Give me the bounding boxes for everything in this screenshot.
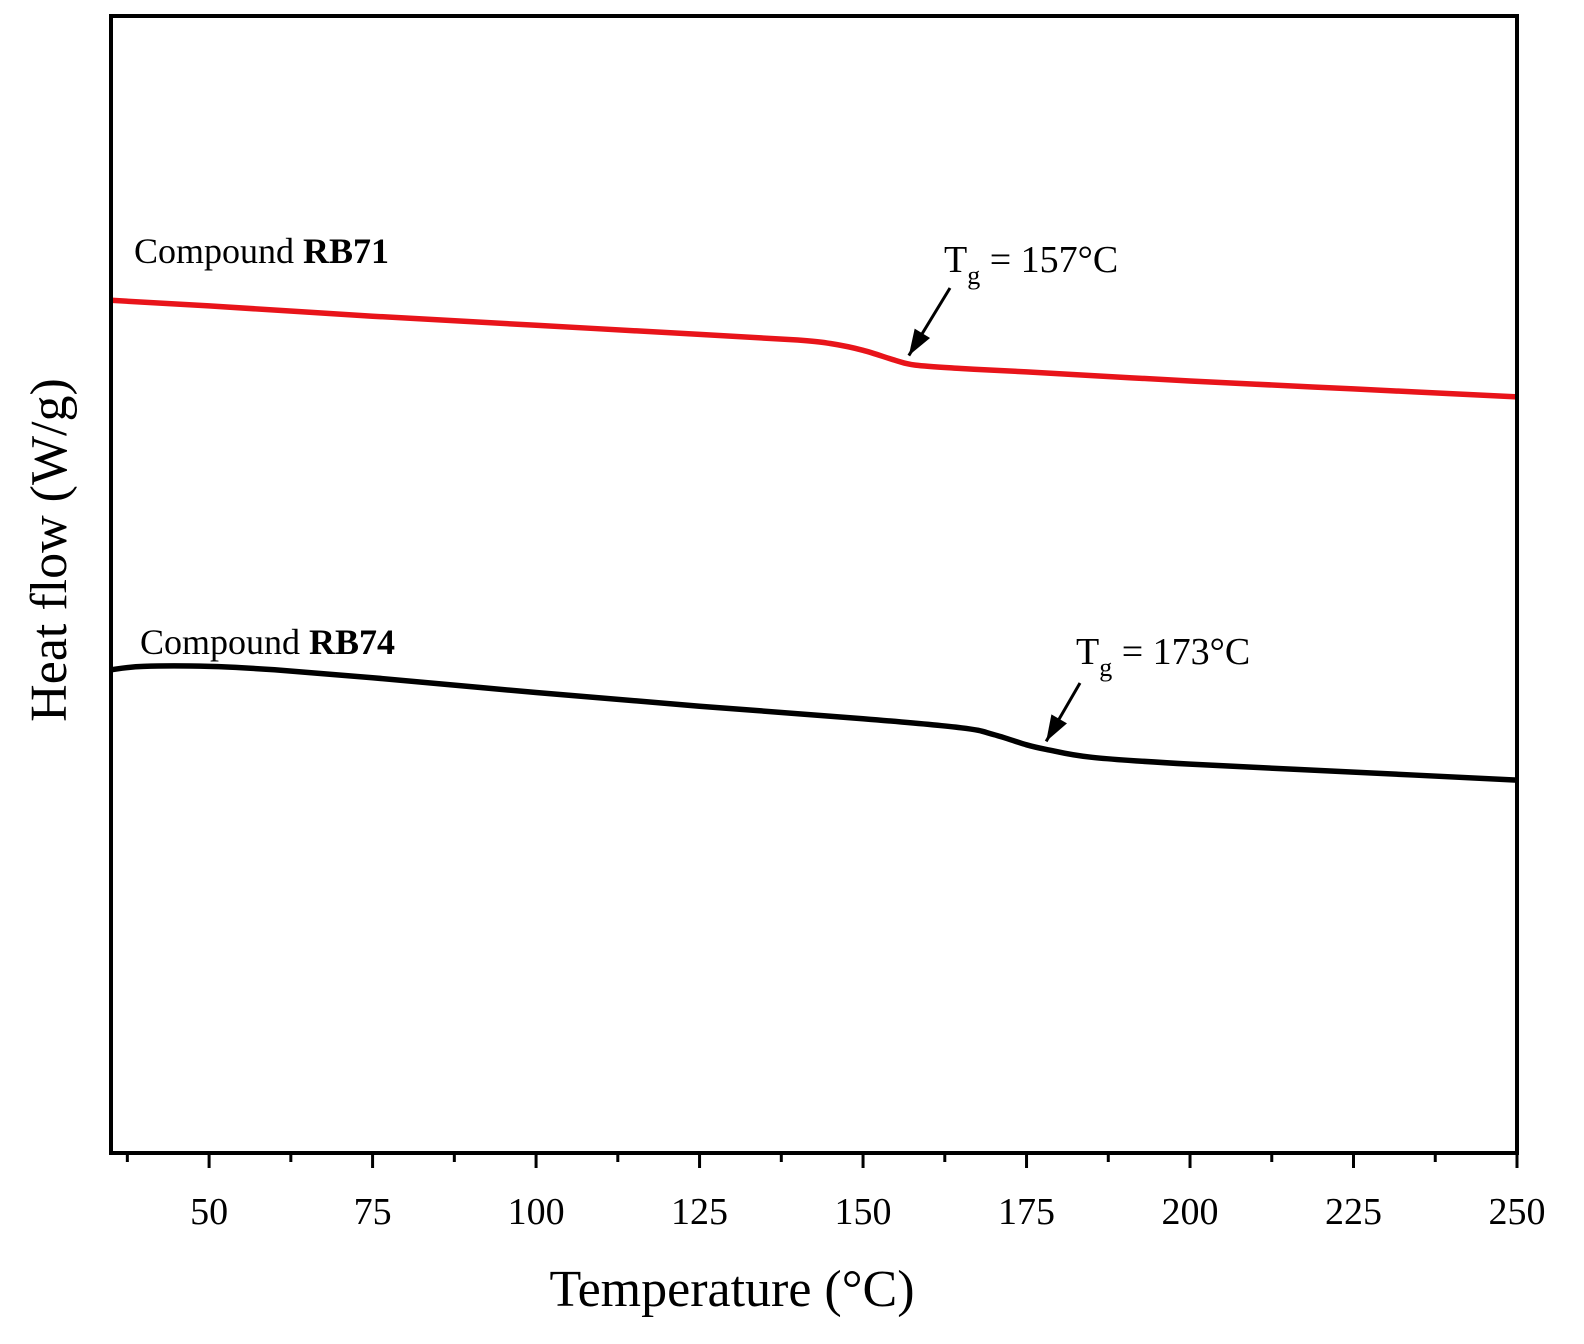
y-axis-title: Heat flow (W/g) — [21, 378, 78, 722]
x-tick-label: 150 — [835, 1191, 892, 1233]
tg-annotation-rb71: Tg = 157°C — [944, 239, 1118, 290]
tg-value: = 173°C — [1112, 631, 1250, 673]
series-label-compound-id: RB74 — [309, 622, 395, 662]
tg-arrow-head-rb74 — [1046, 714, 1067, 742]
series-line-rb74 — [110, 663, 1518, 783]
tg-symbol: T — [944, 239, 967, 281]
x-tick-label: 175 — [998, 1191, 1055, 1233]
x-tick-label: 75 — [354, 1191, 392, 1233]
tg-symbol: T — [1076, 631, 1099, 673]
series-label-prefix: Compound — [134, 231, 303, 271]
tg-annotation-rb74: Tg = 173°C — [1076, 631, 1250, 682]
tg-subscript: g — [967, 261, 980, 290]
x-tick-label: 200 — [1162, 1191, 1219, 1233]
x-tick-label: 250 — [1489, 1191, 1546, 1233]
x-tick-label: 100 — [508, 1191, 565, 1233]
tg-subscript: g — [1099, 653, 1112, 682]
series-line-rb71 — [110, 297, 1518, 400]
x-tick-label: 50 — [190, 1191, 228, 1233]
series-label-rb74: Compound RB74 — [140, 622, 395, 662]
x-tick-label: 125 — [671, 1191, 728, 1233]
x-axis-tick-labels: 50 75 100 125 150 175 200 225 250 — [190, 1191, 1545, 1233]
series-label-prefix: Compound — [140, 622, 309, 662]
series-lines — [110, 297, 1518, 783]
series-label-rb71: Compound RB71 — [134, 231, 389, 271]
series-label-compound-id: RB71 — [303, 231, 389, 271]
x-tick-label: 225 — [1325, 1191, 1382, 1233]
tg-value: = 157°C — [980, 239, 1118, 281]
annotations: Compound RB71 Tg = 157°C Compound RB74 Tg =… — [134, 231, 1250, 743]
x-axis-ticks — [125, 1153, 1519, 1168]
x-axis-title: Temperature (°C) — [549, 1261, 914, 1318]
plot-frame — [109, 14, 1519, 1155]
tg-arrow-head-rb71 — [908, 328, 931, 356]
